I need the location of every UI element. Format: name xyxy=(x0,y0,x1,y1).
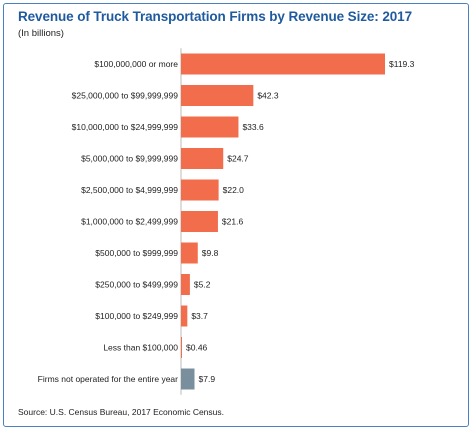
category-label: $1,000,000 to $2,499,999 xyxy=(81,217,178,227)
category-label: $10,000,000 to $24,999,999 xyxy=(72,122,179,132)
chart-title: Revenue of Truck Transportation Firms by… xyxy=(18,9,412,24)
category-label: $500,000 to $999,999 xyxy=(95,248,178,258)
bar xyxy=(181,179,219,201)
value-label: $0.46 xyxy=(186,343,208,353)
value-label: $7.9 xyxy=(199,374,216,384)
category-label: Firms not operated for the entire year xyxy=(38,374,178,384)
category-label: $25,000,000 to $99,999,999 xyxy=(72,91,179,101)
category-label: $100,000,000 or more xyxy=(94,59,178,69)
value-label: $22.0 xyxy=(223,185,245,195)
bar xyxy=(181,53,385,75)
bar xyxy=(181,337,182,358)
value-label: $24.7 xyxy=(227,154,249,164)
source-note: Source: U.S. Census Bureau, 2017 Economi… xyxy=(18,407,224,417)
bar xyxy=(181,368,195,390)
value-label: $5.2 xyxy=(194,280,211,290)
bar xyxy=(181,242,198,264)
value-label: $42.3 xyxy=(257,91,279,101)
chart-subtitle: (In billions) xyxy=(18,28,64,39)
value-label: $9.8 xyxy=(202,248,219,258)
category-label: $100,000 to $249,999 xyxy=(95,311,178,321)
value-label: $21.6 xyxy=(222,217,244,227)
bar xyxy=(181,148,224,169)
category-label: $5,000,000 to $9,999,999 xyxy=(81,154,178,164)
bar xyxy=(181,274,190,295)
bar xyxy=(181,116,239,138)
value-label: $3.7 xyxy=(191,311,208,321)
bar xyxy=(181,305,188,327)
value-label: $119.3 xyxy=(389,59,415,69)
category-label: $2,500,000 to $4,999,999 xyxy=(81,185,178,195)
category-label: $250,000 to $499,999 xyxy=(95,280,178,290)
category-label: Less than $100,000 xyxy=(103,343,178,353)
bar xyxy=(181,211,218,232)
bar xyxy=(181,85,254,106)
bars-group: $100,000,000 or more $119.3 $25,000,000 to… xyxy=(38,53,415,390)
value-label: $33.6 xyxy=(242,122,264,132)
